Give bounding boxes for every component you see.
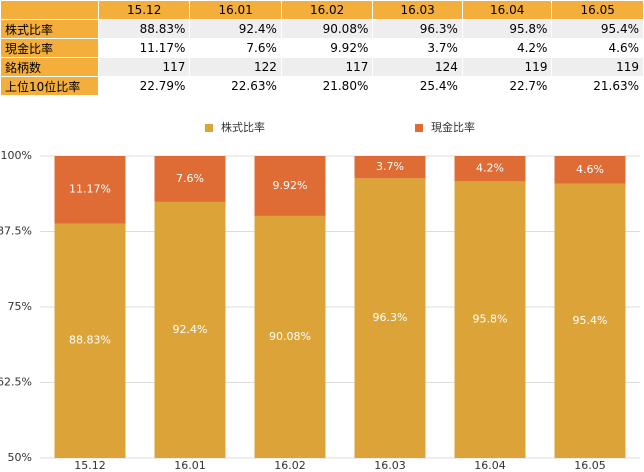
value-label: 90.08% <box>269 330 311 343</box>
legend-swatch <box>415 124 423 132</box>
x-tick-label: 16.04 <box>474 459 506 472</box>
data-table: 15.12 16.01 16.02 16.03 16.04 16.05 株式比率 88.83%… <box>0 0 644 96</box>
table-cell: 22.79% <box>97 76 191 96</box>
table-cell: 88.83% <box>97 19 191 39</box>
bar-segment <box>54 156 126 224</box>
legend-label: 株式比率 <box>221 120 265 134</box>
value-label: 95.4% <box>573 314 608 327</box>
legend-label: 現金比率 <box>431 120 475 134</box>
value-label: 4.2% <box>476 162 504 175</box>
table-cell: 117 <box>280 57 374 77</box>
x-tick-label: 16.01 <box>174 459 206 472</box>
value-label: 88.83% <box>69 334 111 347</box>
value-label: 95.8% <box>473 313 508 326</box>
value-label: 3.7% <box>376 160 404 173</box>
table-cell: 119 <box>551 57 644 77</box>
table-cell: 117 <box>97 57 191 77</box>
bar-segment <box>454 181 526 459</box>
y-tick-label: 75% <box>8 300 32 313</box>
table-row: 上位10位比率 22.79% 22.63% 21.80% 25.4% 22.7% 21.63… <box>0 76 644 96</box>
table-row: 銘柄数 117 122 117 124 119 119 <box>0 57 644 77</box>
y-tick-label: 50% <box>8 451 32 464</box>
bar-segment <box>54 223 126 458</box>
bar-segment <box>354 156 426 179</box>
table-cell: 22.63% <box>189 76 282 96</box>
value-label: 7.6% <box>176 172 204 185</box>
bar-segment <box>554 183 626 458</box>
table-cell: 124 <box>372 57 463 77</box>
y-tick-label: 87.5% <box>0 225 32 238</box>
row-label: 現金比率 <box>0 38 99 58</box>
x-tick-label: 16.03 <box>374 459 406 472</box>
corner-cell <box>0 0 99 20</box>
value-label: 96.3% <box>373 311 408 324</box>
bar-segment <box>354 178 426 458</box>
table-cell: 21.80% <box>280 76 374 96</box>
table-cell: 9.92% <box>280 38 374 58</box>
header-cell: 16.02 <box>280 0 374 20</box>
value-label: 4.6% <box>576 163 604 176</box>
table-cell: 11.17% <box>97 38 191 58</box>
legend-swatch <box>205 124 213 132</box>
table-cell: 22.7% <box>461 76 553 96</box>
bar-segment <box>154 156 226 202</box>
bar-segment <box>154 201 226 459</box>
bar-segment <box>454 156 526 182</box>
bar-segment <box>254 156 326 216</box>
header-cell: 15.12 <box>97 0 191 20</box>
row-label: 上位10位比率 <box>0 76 99 96</box>
bar-segment <box>254 215 326 458</box>
table-row: 株式比率 88.83% 92.4% 90.08% 96.3% 95.8% 95.4% <box>0 19 644 39</box>
x-tick-label: 16.05 <box>574 459 606 472</box>
table-cell: 119 <box>461 57 553 77</box>
table-cell: 21.63% <box>551 76 644 96</box>
bar-segment <box>554 156 626 184</box>
x-tick-label: 15.12 <box>74 459 106 472</box>
table-cell: 92.4% <box>189 19 282 39</box>
value-label: 11.17% <box>69 183 111 196</box>
value-label: 9.92% <box>273 179 308 192</box>
y-tick-label: 62.5% <box>0 376 32 389</box>
table-cell: 122 <box>189 57 282 77</box>
table-row: 現金比率 11.17% 7.6% 9.92% 3.7% 4.2% 4.6% <box>0 38 644 58</box>
y-tick-label: 100% <box>1 149 32 162</box>
x-tick-label: 16.02 <box>274 459 306 472</box>
value-label: 92.4% <box>173 323 208 336</box>
